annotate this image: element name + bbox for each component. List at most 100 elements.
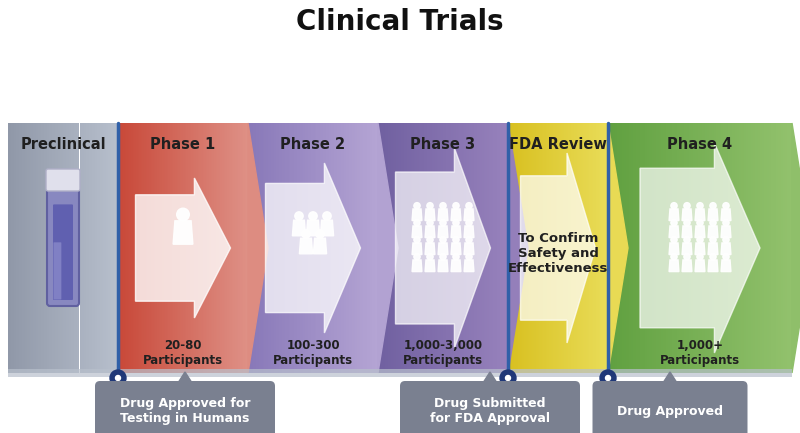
Bar — [142, 123, 144, 373]
Bar — [603, 123, 604, 373]
Bar — [534, 123, 535, 373]
Bar — [210, 123, 212, 373]
Circle shape — [440, 220, 446, 226]
Bar — [595, 123, 597, 373]
Bar — [331, 123, 333, 373]
Bar — [734, 123, 737, 373]
Bar — [342, 123, 344, 373]
Bar — [461, 123, 462, 373]
Bar — [689, 123, 690, 373]
Bar — [196, 123, 198, 373]
Bar — [682, 123, 684, 373]
Bar — [358, 123, 360, 373]
Bar — [330, 123, 331, 373]
Bar — [185, 123, 186, 373]
FancyBboxPatch shape — [47, 170, 79, 306]
Circle shape — [671, 220, 677, 226]
Bar — [401, 123, 402, 373]
Polygon shape — [412, 226, 422, 238]
Bar — [522, 123, 523, 373]
Bar — [66, 123, 67, 373]
Polygon shape — [425, 243, 435, 255]
Polygon shape — [412, 243, 422, 255]
FancyBboxPatch shape — [400, 381, 580, 433]
Bar — [48, 123, 50, 373]
Bar — [98, 123, 100, 373]
Bar — [120, 123, 122, 373]
Polygon shape — [721, 260, 731, 271]
Bar — [281, 123, 282, 373]
Bar — [186, 123, 188, 373]
Bar — [58, 123, 59, 373]
Bar — [420, 123, 422, 373]
Bar — [602, 123, 603, 373]
Bar — [133, 123, 134, 373]
Bar — [592, 123, 593, 373]
Bar — [77, 123, 78, 373]
Bar — [695, 123, 698, 373]
Bar — [634, 123, 636, 373]
Bar — [276, 123, 278, 373]
Bar — [26, 123, 27, 373]
Text: 20-80
Participants: 20-80 Participants — [143, 339, 223, 367]
Bar — [594, 123, 595, 373]
Bar — [12, 123, 14, 373]
Polygon shape — [708, 260, 718, 271]
Bar — [154, 123, 155, 373]
Bar — [262, 123, 264, 373]
Bar — [746, 123, 748, 373]
Bar — [128, 123, 130, 373]
Bar — [305, 123, 306, 373]
Bar — [25, 123, 26, 373]
Bar — [737, 123, 739, 373]
Polygon shape — [451, 226, 461, 238]
Bar — [744, 123, 746, 373]
Bar — [781, 123, 782, 373]
Bar — [742, 123, 744, 373]
Bar — [31, 123, 33, 373]
Bar — [502, 123, 503, 373]
Bar — [215, 123, 217, 373]
Bar — [568, 123, 570, 373]
Bar — [308, 123, 310, 373]
Polygon shape — [721, 243, 731, 255]
Bar — [550, 123, 552, 373]
Polygon shape — [682, 260, 692, 271]
Polygon shape — [695, 209, 705, 220]
Bar — [528, 123, 530, 373]
Bar — [487, 123, 489, 373]
Polygon shape — [314, 238, 326, 254]
Bar — [235, 123, 237, 373]
Bar — [259, 123, 261, 373]
Bar — [123, 123, 125, 373]
Bar — [766, 123, 769, 373]
Bar — [226, 123, 227, 373]
Bar — [588, 123, 590, 373]
Bar — [355, 123, 357, 373]
Bar — [310, 123, 311, 373]
Bar — [287, 123, 289, 373]
Circle shape — [309, 212, 317, 220]
Circle shape — [684, 236, 690, 243]
Polygon shape — [521, 153, 595, 343]
Circle shape — [323, 212, 331, 220]
Bar — [566, 123, 568, 373]
Bar — [693, 123, 695, 373]
Bar — [118, 123, 120, 373]
Bar — [652, 123, 654, 373]
Bar — [122, 123, 123, 373]
Bar — [8, 123, 10, 373]
Bar — [272, 123, 274, 373]
Bar — [510, 123, 512, 373]
FancyBboxPatch shape — [53, 204, 73, 300]
Bar — [443, 123, 445, 373]
Bar — [451, 123, 453, 373]
Bar — [253, 123, 254, 373]
Polygon shape — [135, 178, 230, 318]
Bar — [453, 123, 454, 373]
Bar — [564, 123, 566, 373]
Circle shape — [177, 208, 190, 221]
Bar — [417, 123, 418, 373]
Bar — [513, 123, 514, 373]
Polygon shape — [451, 209, 461, 220]
